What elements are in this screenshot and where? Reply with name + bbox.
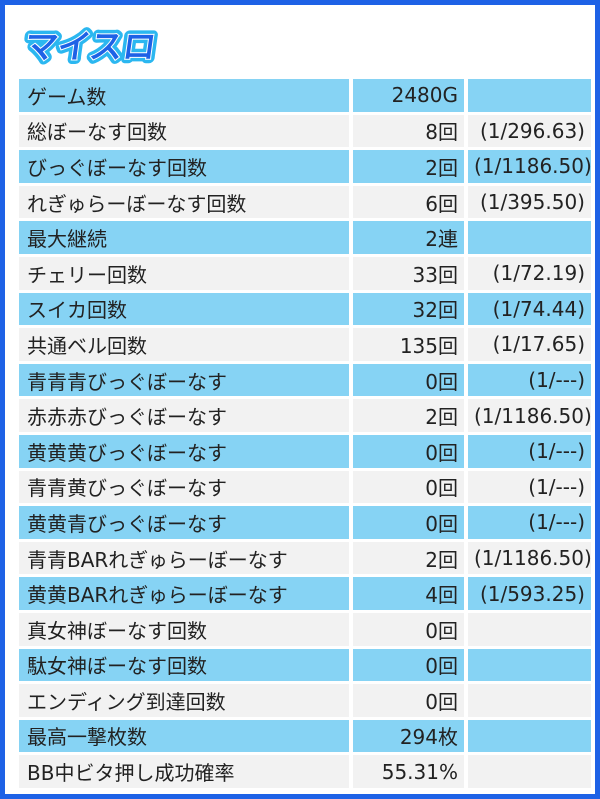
stat-row: 黄黄黄びっぐぼーなす 0回 (1/---) — [19, 434, 591, 468]
stat-label: れぎゅらーぼーなす回数 — [19, 185, 349, 219]
stat-label: 黄黄黄びっぐぼーなす — [19, 434, 349, 468]
stat-ratio — [464, 719, 591, 753]
stat-row: 青青黄びっぐぼーなす 0回 (1/---) — [19, 470, 591, 504]
stat-row: 青青BARれぎゅらーぼーなす 2回 (1/1186.50) — [19, 541, 591, 575]
stat-ratio — [464, 755, 591, 788]
stat-label: 共通ベル回数 — [19, 328, 349, 361]
stat-row: 黄黄青びっぐぼーなす 0回 (1/---) — [19, 506, 591, 539]
stat-row: エンディング到達回数 0回 — [19, 684, 591, 717]
stat-value: 0回 — [349, 684, 464, 717]
stat-value: 55.31% — [349, 755, 464, 788]
stat-value: 0回 — [349, 506, 464, 539]
stats-rows: ゲーム数 2480G 総ぼーなす回数 8回 (1/296.63) びっぐぼーなす回数 2回(… — [19, 79, 591, 788]
stat-row: 黄黄BARれぎゅらーぼーなす 4回 (1/593.25) — [19, 577, 591, 610]
stat-ratio: (1/72.19) — [464, 256, 591, 290]
stat-value: 135回 — [349, 328, 464, 361]
stat-value: 2回 — [349, 399, 464, 432]
stat-ratio — [464, 648, 591, 682]
stat-value: 2回 — [349, 541, 464, 575]
stat-row: れぎゅらーぼーなす回数 6回 (1/395.50) — [19, 185, 591, 219]
stat-ratio: (1/296.63) — [464, 114, 591, 148]
stat-label: 最大継続 — [19, 221, 349, 254]
stat-label: 駄女神ぼーなす回数 — [19, 648, 349, 682]
stat-value: 2連 — [349, 221, 464, 254]
stat-row: ゲーム数 2480G — [19, 79, 591, 112]
stat-value: 294枚 — [349, 719, 464, 753]
stat-ratio — [464, 221, 591, 254]
stat-value: 0回 — [349, 470, 464, 504]
stat-row: スイカ回数 32回 (1/74.44) — [19, 292, 591, 326]
stat-label: 真女神ぼーなす回数 — [19, 612, 349, 646]
stat-row: 青青青びっぐぼーなす 0回 (1/---) — [19, 363, 591, 397]
stat-label: 青青青びっぐぼーなす — [19, 363, 349, 397]
stat-label: 総ぼーなす回数 — [19, 114, 349, 148]
stat-row: 真女神ぼーなす回数 0回 — [19, 612, 591, 646]
stat-ratio: (1/---) — [464, 363, 591, 397]
stat-row: チェリー回数 33回 (1/72.19) — [19, 256, 591, 290]
stat-ratio: (1/1186.50) — [464, 399, 591, 432]
stat-value: 32回 — [349, 292, 464, 326]
stat-value: 4回 — [349, 577, 464, 610]
myslo-logo: マイスロ マイスロ — [15, 17, 175, 71]
stat-value: 0回 — [349, 612, 464, 646]
stat-row: 共通ベル回数 135回 (1/17.65) — [19, 328, 591, 361]
logo-text: マイスロ — [22, 27, 158, 66]
stat-label: エンディング到達回数 — [19, 684, 349, 717]
stat-label: びっぐぼーなす回数 — [19, 150, 349, 183]
stat-label: 青青黄びっぐぼーなす — [19, 470, 349, 504]
stat-ratio: (1/---) — [464, 470, 591, 504]
stat-ratio: (1/74.44) — [464, 292, 591, 326]
stats-table: ゲーム数 2480G 総ぼーなす回数 8回 (1/296.63) びっぐぼーなす回数 2回(… — [19, 76, 591, 791]
stat-label: スイカ回数 — [19, 292, 349, 326]
stat-ratio: (1/17.65) — [464, 328, 591, 361]
stat-row: 最大継続 2連 — [19, 221, 591, 254]
stat-row: 総ぼーなす回数 8回 (1/296.63) — [19, 114, 591, 148]
stat-value: 0回 — [349, 434, 464, 468]
stat-value: 0回 — [349, 363, 464, 397]
stat-row: 赤赤赤びっぐぼーなす 2回 (1/1186.50) — [19, 399, 591, 432]
stat-label: 青青BARれぎゅらーぼーなす — [19, 541, 349, 575]
stat-ratio: (1/---) — [464, 506, 591, 539]
stat-label: 黄黄BARれぎゅらーぼーなす — [19, 577, 349, 610]
stat-ratio — [464, 79, 591, 112]
stat-label: ゲーム数 — [19, 79, 349, 112]
stat-ratio — [464, 684, 591, 717]
stat-value: 8回 — [349, 114, 464, 148]
stat-ratio: (1/1186.50) — [464, 541, 591, 575]
stat-ratio: (1/593.25) — [464, 577, 591, 610]
stat-ratio — [464, 612, 591, 646]
stat-label: チェリー回数 — [19, 256, 349, 290]
stat-value: 2480G — [349, 79, 464, 112]
stat-value: 0回 — [349, 648, 464, 682]
stat-value: 6回 — [349, 185, 464, 219]
stat-label: BB中ビタ押し成功確率 — [19, 755, 349, 788]
stat-label: 黄黄青びっぐぼーなす — [19, 506, 349, 539]
stat-row: 駄女神ぼーなす回数 0回 — [19, 648, 591, 682]
logo-text-outline: マイスロ — [22, 27, 158, 66]
stat-ratio: (1/---) — [464, 434, 591, 468]
stat-label: 最高一撃枚数 — [19, 719, 349, 753]
stat-value: 2回 — [349, 150, 464, 183]
stat-row: BB中ビタ押し成功確率 55.31% — [19, 755, 591, 788]
stat-ratio: (1/1186.50) — [464, 150, 591, 183]
stat-ratio: (1/395.50) — [464, 185, 591, 219]
stat-row: びっぐぼーなす回数 2回 (1/1186.50) — [19, 150, 591, 183]
stat-row: 最高一撃枚数 294枚 — [19, 719, 591, 753]
stat-value: 33回 — [349, 256, 464, 290]
stat-label: 赤赤赤びっぐぼーなす — [19, 399, 349, 432]
